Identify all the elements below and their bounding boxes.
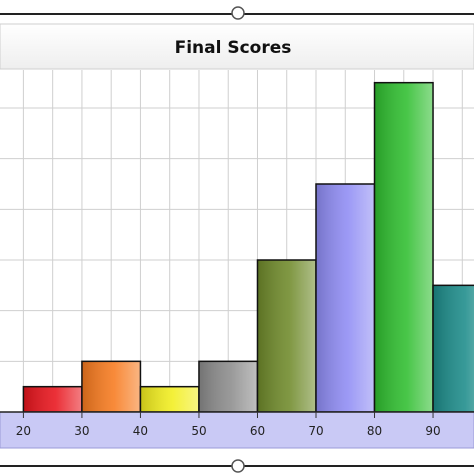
histogram-bar-outline (198, 360, 259, 413)
x-tick-label: 20 (16, 424, 31, 438)
histogram-bar-outline (22, 385, 83, 413)
x-tick-label: 30 (74, 424, 89, 438)
title-band (0, 23, 474, 70)
x-tick-label: 50 (191, 424, 206, 438)
x-tick-label: 70 (308, 424, 323, 438)
x-tick-label: 80 (367, 424, 382, 438)
x-tick-label: 40 (133, 424, 148, 438)
histogram-bar-outline (432, 284, 474, 413)
histogram-bar-outline (373, 81, 434, 413)
histogram-bar-outline (315, 183, 376, 413)
top-resize-handle[interactable] (231, 6, 245, 20)
x-axis-band (0, 411, 474, 449)
bottom-resize-handle[interactable] (231, 459, 245, 473)
histogram-bar-outline (256, 259, 317, 413)
x-tick-label: 90 (425, 424, 440, 438)
histogram-bar-outline (81, 360, 142, 413)
x-axis-ticks: 20 30 40 50 60 70 80 90 (16, 412, 441, 438)
chart-title: Final Scores (175, 38, 292, 58)
histogram-bar-outline (139, 385, 200, 413)
x-tick-label: 60 (250, 424, 265, 438)
